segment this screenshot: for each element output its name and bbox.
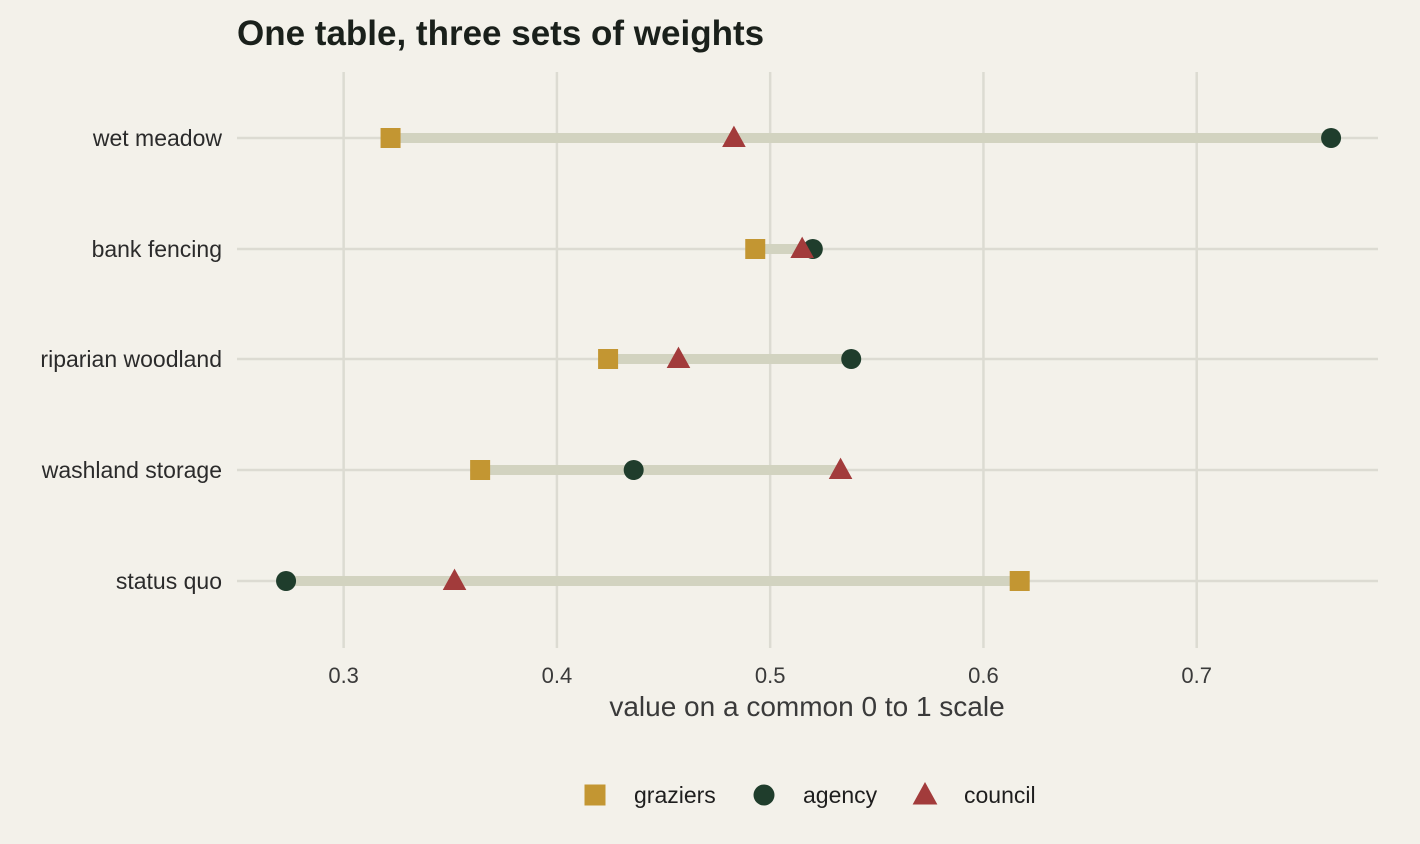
legend-key-graziers: [584, 784, 606, 806]
legend-label-council: council: [964, 782, 1036, 808]
category-label-status-quo: status quo: [116, 568, 222, 594]
chart-title: One table, three sets of weights: [237, 14, 765, 53]
data-points: [276, 125, 1342, 591]
category-label-bank-fencing: bank fencing: [92, 236, 222, 262]
x-tick-label: 0.7: [1181, 663, 1212, 688]
legend-label-graziers: graziers: [634, 782, 716, 808]
point-agency-status-quo: [276, 571, 297, 591]
point-council-riparian-woodland: [666, 346, 691, 368]
x-tick-label: 0.3: [328, 663, 359, 688]
point-council-status-quo: [442, 568, 467, 590]
range-bars: [286, 133, 1332, 586]
point-council-washland-storage: [828, 457, 853, 479]
point-graziers-wet-meadow: [380, 128, 401, 148]
point-council-bank-fencing: [790, 236, 814, 258]
point-graziers-riparian-woodland: [598, 349, 619, 369]
legend-key-council: [912, 781, 938, 805]
point-graziers-washland-storage: [470, 460, 491, 480]
x-axis-title: value on a common 0 to 1 scale: [609, 691, 1004, 722]
x-tick-label: 0.6: [968, 663, 999, 688]
point-graziers-bank-fencing: [745, 239, 766, 259]
point-agency-wet-meadow: [1321, 128, 1342, 148]
x-tick-label: 0.4: [542, 663, 573, 688]
point-council-wet-meadow: [722, 125, 746, 147]
legend-key-agency: [753, 784, 775, 806]
category-label-wet-meadow: wet meadow: [92, 125, 223, 151]
category-label-riparian-woodland: riparian woodland: [40, 346, 222, 372]
point-graziers-status-quo: [1009, 571, 1030, 591]
category-labels: wet meadow bank fencing riparian woodland w…: [40, 125, 222, 594]
x-tick-labels: 0.3 0.4 0.5 0.6 0.7: [328, 663, 1212, 688]
point-agency-riparian-woodland: [841, 349, 862, 369]
legend: graziers agency council: [584, 781, 1036, 808]
x-tick-label: 0.5: [755, 663, 786, 688]
category-label-washland-storage: washland storage: [41, 457, 222, 483]
legend-label-agency: agency: [803, 782, 878, 808]
point-agency-washland-storage: [623, 460, 644, 480]
